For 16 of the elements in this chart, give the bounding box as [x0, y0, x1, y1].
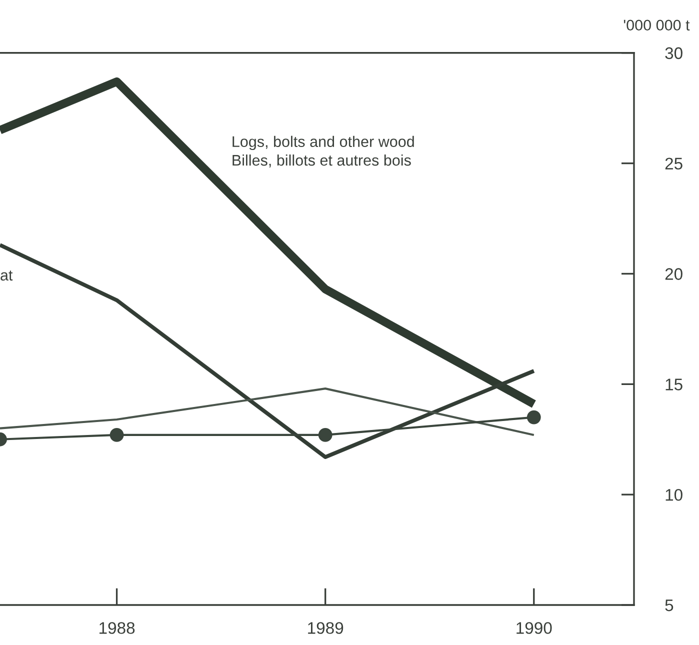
y-tick-label: 10: [666, 488, 682, 501]
point: [110, 428, 124, 442]
annotation: at: [0, 270, 13, 281]
x-tick-label: 1988: [100, 622, 135, 634]
y-axis-title: '000 000 t: [624, 20, 690, 31]
y-tick-label: 5: [665, 600, 674, 612]
x-tick-label: 1990: [516, 622, 552, 634]
x-tick-label: 1989: [308, 622, 344, 634]
y-tick-label: 20: [665, 268, 682, 280]
y-tick-label: 25: [665, 158, 682, 170]
point: [318, 428, 332, 442]
y-tick-label: 30: [665, 47, 682, 60]
line-series: [0, 388, 535, 436]
y-tick-label: 15: [666, 378, 682, 390]
series-label: Logs, bolts and other wood Billes, billots et autres bois: [232, 136, 414, 168]
point: [526, 410, 541, 424]
